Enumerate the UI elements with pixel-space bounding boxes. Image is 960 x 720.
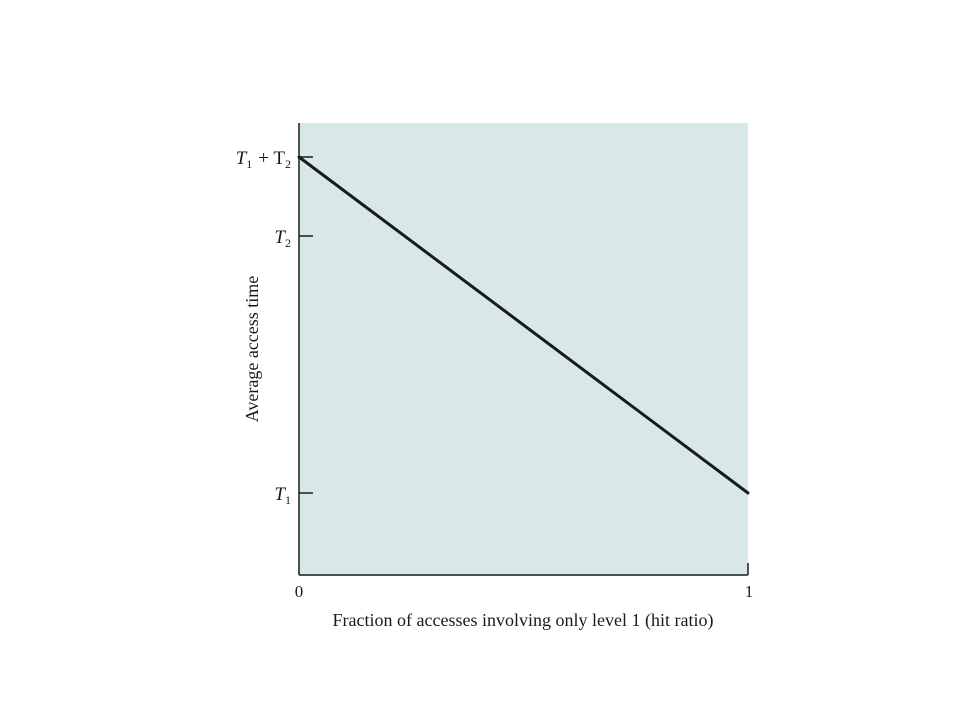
series-line [297,155,750,495]
y-tick-label-t2: T2 [274,227,291,250]
plot-area [299,123,748,575]
y-tick-label-t1-plus-t2: T1 + T2 [236,148,291,171]
y-tick-label-t1: T1 [274,484,291,507]
x-tick-label-1: 1 [745,582,754,601]
x-axis-label: Fraction of accesses involving only leve… [333,610,714,631]
y-axis-label: Average access time [242,276,262,423]
x-tick-label-0: 0 [295,582,304,601]
